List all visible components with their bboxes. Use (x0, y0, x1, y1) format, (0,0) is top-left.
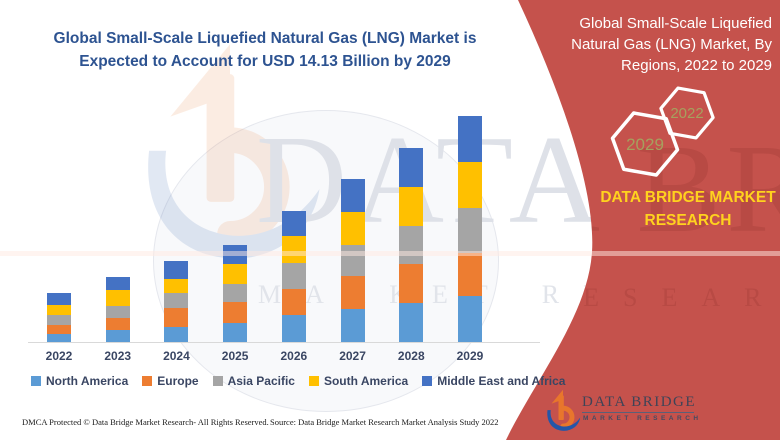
brand-name: DATA BRIDGE MARKET RESEARCH (598, 186, 778, 233)
chart-legend: North America Europe Asia Pacific South Ame… (31, 374, 565, 388)
x-axis-label-2023: 2023 (104, 349, 132, 363)
databridge-logo-icon (545, 388, 581, 434)
legend-item-europe: Europe (142, 374, 199, 388)
hexagon-2022-icon (659, 86, 715, 140)
bar-segment-2023-asia-pacific (105, 305, 130, 319)
bar-segment-2025-asia-pacific (223, 283, 248, 302)
logo-subtitle: MARKET RESEARCH (583, 415, 702, 422)
bar-2024 (164, 261, 189, 342)
x-axis-label-2029: 2029 (456, 349, 484, 363)
watermark-band (0, 251, 780, 256)
brand-line2: RESEARCH (644, 212, 732, 230)
bar-2029 (457, 116, 482, 342)
bar-segment-2022-asia-pacific (47, 314, 71, 325)
year-hexagons: 2029 2022 (610, 86, 715, 177)
x-axis-label-2022: 2022 (45, 349, 73, 363)
legend-swatch-south-america (308, 376, 319, 386)
bar-segment-2026-north-america (281, 314, 306, 342)
bar-segment-2022-middle-east-and-africa (47, 293, 71, 305)
bar-segment-2024-europe (164, 308, 189, 327)
bar-segment-2028-europe (399, 264, 424, 303)
bar-segment-2022-europe (47, 324, 71, 334)
bar-segment-2029-europe (457, 252, 482, 297)
legend-label-north-america: North America (46, 374, 129, 388)
footer-dmca-text: DMCA Protected © Data Bridge Market Rese… (22, 417, 269, 427)
bar-segment-2025-south-america (223, 264, 248, 284)
legend-item-middle-east-and-africa: Middle East and Africa (422, 374, 565, 388)
bar-segment-2029-middle-east-and-africa (457, 116, 482, 163)
stacked-bar-plot (28, 96, 538, 342)
legend-label-south-america: South America (323, 374, 409, 388)
bar-segment-2028-asia-pacific (399, 226, 424, 265)
bar-segment-2026-asia-pacific (281, 262, 306, 290)
chart-title-line2: Expected to Account for USD 14.13 Billio… (79, 53, 451, 71)
footer-source-text: Source: Data Bridge Market Research Mark… (270, 417, 499, 427)
bar-segment-2027-middle-east-and-africa (340, 178, 365, 213)
logo-divider (582, 412, 694, 413)
logo-wordmark: DATA BRIDGE (582, 394, 697, 410)
legend-item-south-america: South America (308, 374, 409, 388)
bar-segment-2028-south-america (399, 186, 424, 227)
bar-2022 (47, 293, 71, 342)
brand-line1: DATA BRIDGE MARKET (600, 189, 776, 206)
hexagon-year-2022: 2022 (670, 105, 703, 122)
x-axis-label-2026: 2026 (280, 349, 308, 363)
bar-segment-2023-north-america (105, 330, 130, 342)
bar-segment-2027-south-america (340, 212, 365, 245)
bar-segment-2024-middle-east-and-africa (164, 261, 189, 279)
legend-label-middle-east-and-africa: Middle East and Africa (437, 374, 566, 388)
bar-segment-2028-middle-east-and-africa (399, 148, 424, 187)
hexagon-year-2029: 2029 (626, 135, 664, 154)
chart-title: Global Small-Scale Liquefied Natural Gas… (45, 27, 485, 74)
bar-segment-2027-north-america (340, 308, 365, 342)
legend-item-north-america: North America (31, 374, 128, 388)
bar-segment-2029-north-america (457, 296, 482, 342)
x-axis-line (28, 342, 540, 343)
bar-segment-2025-north-america (223, 322, 248, 342)
x-axis-label-2025: 2025 (221, 349, 249, 363)
bar-segment-2024-south-america (164, 278, 189, 293)
legend-label-europe: Europe (157, 374, 199, 388)
bar-segment-2027-asia-pacific (340, 244, 365, 277)
bar-2027 (340, 178, 365, 342)
bar-segment-2022-north-america (47, 334, 71, 342)
legend-swatch-middle-east-and-africa (422, 376, 433, 386)
bar-segment-2025-europe (223, 301, 248, 323)
bar-segment-2024-north-america (164, 326, 189, 342)
x-axis-label-2024: 2024 (163, 349, 190, 363)
bar-segment-2023-europe (105, 318, 130, 331)
legend-swatch-north-america (31, 376, 41, 386)
bar-segment-2023-south-america (105, 290, 130, 306)
bar-segment-2026-europe (281, 289, 306, 315)
bar-segment-2028-north-america (399, 302, 424, 342)
bar-segment-2023-middle-east-and-africa (105, 276, 130, 291)
legend-item-asia-pacific: Asia Pacific (212, 374, 295, 388)
x-axis-label-2028: 2028 (397, 349, 425, 363)
chart-title-line1: Global Small-Scale Liquefied Natural Gas… (53, 30, 477, 47)
bar-segment-2022-south-america (47, 304, 71, 315)
bar-2028 (399, 148, 424, 342)
bar-2025 (223, 244, 248, 342)
bar-segment-2026-middle-east-and-africa (281, 210, 306, 237)
legend-swatch-asia-pacific (212, 376, 223, 386)
panel-title: Global Small-Scale Liquefied Natural Gas… (571, 15, 772, 74)
bar-segment-2027-europe (340, 276, 365, 309)
bar-segment-2024-asia-pacific (164, 292, 189, 309)
x-axis-label-2027: 2027 (339, 349, 366, 363)
legend-label-asia-pacific: Asia Pacific (227, 374, 295, 388)
bar-segment-2026-south-america (281, 236, 306, 263)
bar-2023 (105, 276, 130, 342)
bar-2026 (281, 210, 306, 342)
legend-swatch-europe (142, 376, 153, 386)
bar-segment-2029-asia-pacific (457, 208, 482, 253)
bar-segment-2029-south-america (457, 162, 482, 209)
